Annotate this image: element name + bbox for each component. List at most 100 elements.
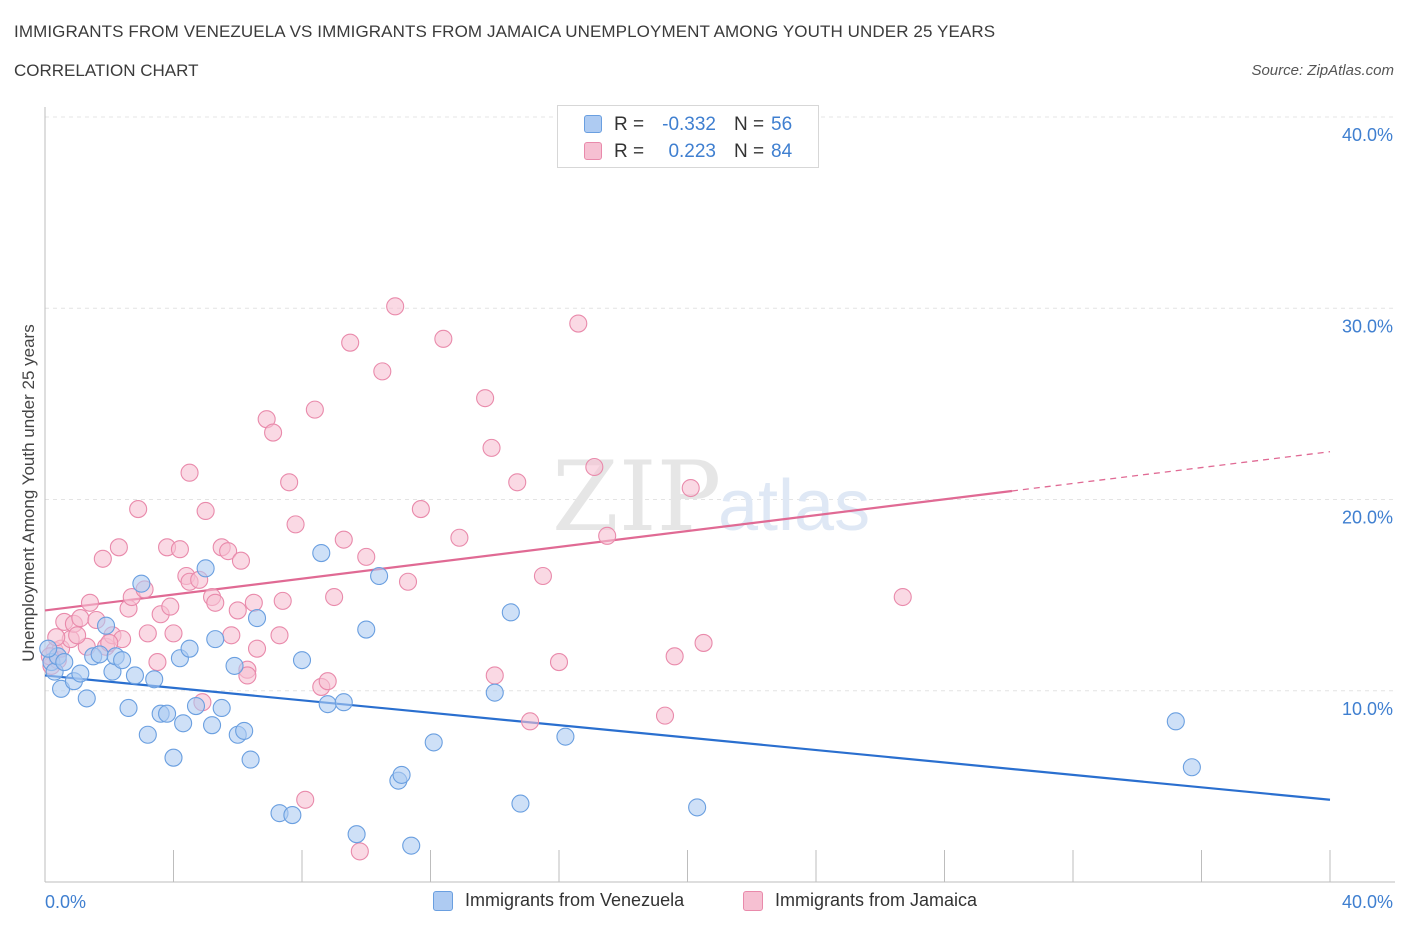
n-label: N = <box>734 114 765 135</box>
jamaica-point <box>164 624 183 643</box>
jamaica-point <box>222 626 241 645</box>
venezuela-point <box>203 716 222 735</box>
venezuela-point <box>402 836 421 855</box>
jamaica-point <box>80 593 100 612</box>
venezuela-point <box>1166 712 1185 731</box>
jamaica-point <box>694 633 713 652</box>
venezuela-point <box>511 794 530 813</box>
venezuela-point <box>174 714 193 733</box>
r-label: R = <box>614 141 645 162</box>
jamaica-point <box>244 593 263 612</box>
jamaica-point <box>549 653 569 672</box>
venezuela-point <box>247 609 267 628</box>
venezuela-point <box>77 689 96 708</box>
jamaica-point <box>681 478 700 498</box>
r-label: R = <box>614 114 645 135</box>
venezuela-point <box>312 543 331 563</box>
jamaica-legend-label: Immigrants from Jamaica <box>775 890 978 910</box>
jamaica-point <box>569 314 588 333</box>
venezuela-point <box>158 704 177 723</box>
y-tick-label: 10.0% <box>1342 699 1393 719</box>
chart-title: IMMIGRANTS FROM VENEZUELA VS IMMIGRANTS … <box>14 22 996 41</box>
watermark-atlas: atlas <box>718 466 870 546</box>
jamaica-r-value: 0.223 <box>668 141 716 162</box>
venezuela-point <box>241 750 260 769</box>
venezuela-legend-label: Immigrants from Venezuela <box>465 890 685 910</box>
jamaica-point <box>286 515 305 534</box>
venezuela-point <box>292 651 312 670</box>
venezuela-point <box>96 616 116 635</box>
x-tick-label-min: 0.0% <box>45 892 86 912</box>
venezuela-point <box>235 721 254 740</box>
venezuela-point <box>688 798 707 817</box>
y-tick-label: 30.0% <box>1342 316 1393 336</box>
venezuela-point <box>318 695 337 714</box>
jamaica-point <box>231 551 251 570</box>
zipatlas-watermark: ZIP atlas <box>552 441 870 553</box>
venezuela-point <box>71 664 90 683</box>
venezuela-point <box>119 698 138 718</box>
venezuela-point <box>334 693 353 712</box>
jamaica-point <box>228 601 247 620</box>
y-axis-label: Unemployment Among Youth under 25 years <box>19 324 38 661</box>
venezuela-point <box>90 645 109 664</box>
jamaica-point <box>247 639 267 658</box>
venezuela-point <box>180 639 199 658</box>
venezuela-point <box>357 620 376 639</box>
y-tick-label: 40.0% <box>1342 125 1393 145</box>
venezuela-point <box>370 566 389 586</box>
jamaica-point <box>434 329 453 348</box>
jamaica-point <box>334 530 353 549</box>
venezuela-point <box>186 696 206 716</box>
jamaica-point <box>71 609 90 628</box>
jamaica-point <box>373 362 392 381</box>
venezuela-point <box>424 733 443 752</box>
jamaica-point <box>585 457 604 477</box>
venezuela-point <box>113 651 132 670</box>
jamaica-point <box>357 547 376 566</box>
jamaica-point <box>508 473 527 492</box>
jamaica-point <box>180 463 199 482</box>
jamaica-point <box>598 526 617 545</box>
jamaica-point <box>129 500 148 519</box>
jamaica-point <box>325 587 344 607</box>
jamaica-point <box>665 647 684 666</box>
jamaica-point <box>450 528 469 547</box>
jamaica-point <box>148 653 167 672</box>
venezuela-point <box>206 630 225 649</box>
venezuela-point <box>485 683 504 702</box>
jamaica-point <box>161 597 180 616</box>
jamaica-point <box>68 626 87 645</box>
jamaica-point <box>170 540 189 559</box>
venezuela-point <box>225 656 244 675</box>
venezuela-point <box>138 725 157 744</box>
jamaica-point <box>318 672 337 691</box>
jamaica-point <box>521 712 540 731</box>
jamaica-point <box>398 572 418 591</box>
venezuela-point <box>39 639 58 658</box>
venezuela-point <box>501 603 520 622</box>
venezuela-n-value: 56 <box>771 114 793 135</box>
x-tick-label-max: 40.0% <box>1342 892 1393 912</box>
jamaica-point <box>482 438 501 457</box>
n-label: N = <box>734 141 765 162</box>
trend-line-venezuela <box>44 674 1331 801</box>
jamaica-legend-swatch-icon <box>743 891 763 911</box>
jamaica-point <box>893 587 912 607</box>
venezuela-point <box>145 670 164 689</box>
venezuela-point <box>125 666 144 685</box>
venezuela-r-value: -0.332 <box>662 114 716 135</box>
jamaica-point <box>655 706 675 725</box>
jamaica-point <box>196 501 215 521</box>
jamaica-point <box>485 666 504 685</box>
y-tick-label: 20.0% <box>1342 508 1393 528</box>
venezuela-point <box>164 748 183 767</box>
data-points <box>39 297 1201 861</box>
trend-line-extension-jamaica <box>1011 451 1331 492</box>
jamaica-point <box>264 423 283 442</box>
venezuela-swatch-icon <box>584 115 602 133</box>
venezuela-legend-swatch-icon <box>433 891 453 911</box>
jamaica-point <box>411 500 430 519</box>
venezuela-point <box>556 727 575 746</box>
jamaica-n-value: 84 <box>771 141 793 162</box>
